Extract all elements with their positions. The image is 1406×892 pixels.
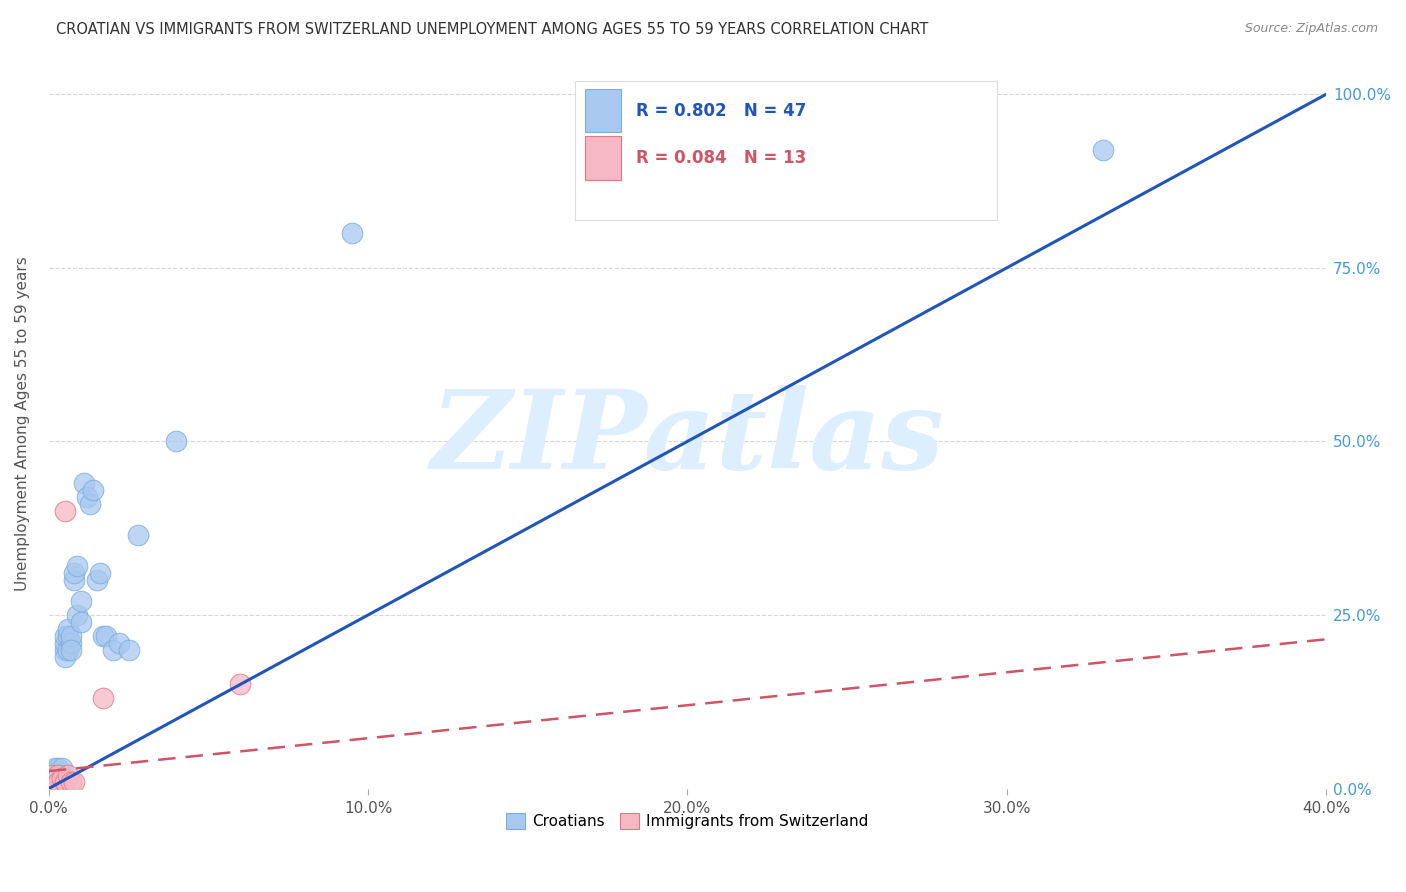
Point (41, 774, 63, 789)
Text: ZIPatlas: ZIPatlas (430, 384, 945, 492)
Point (53, 774, 76, 789)
Point (63, 566, 86, 581)
Point (166, 434, 188, 449)
Text: CROATIAN VS IMMIGRANTS FROM SWITZERLAND UNEMPLOYMENT AMONG AGES 55 TO 59 YEARS C: CROATIAN VS IMMIGRANTS FROM SWITZERLAND … (56, 22, 928, 37)
Point (340, 226, 363, 240)
Point (804, 87, 827, 102)
Point (46, 767, 69, 781)
Point (56, 629, 79, 643)
Point (53, 636, 76, 650)
Point (46, 761, 69, 775)
Point (41, 767, 63, 781)
Point (53, 642, 76, 657)
Point (86, 574, 108, 588)
Point (89, 566, 111, 581)
Point (96, 629, 118, 643)
Point (73, 476, 96, 491)
Point (63, 774, 86, 789)
Point (41, 767, 63, 781)
Point (46, 771, 69, 785)
Point (76, 490, 98, 504)
Point (44, 771, 66, 785)
Point (53, 629, 76, 643)
Point (51, 771, 73, 785)
Point (69, 594, 91, 608)
Point (41, 771, 63, 785)
Point (60, 636, 83, 650)
Point (44, 761, 66, 775)
Point (63, 574, 86, 588)
Point (101, 642, 124, 657)
Y-axis label: Unemployment Among Ages 55 to 59 years: Unemployment Among Ages 55 to 59 years (15, 257, 30, 591)
Point (56, 767, 79, 781)
Point (51, 774, 73, 789)
Point (60, 629, 83, 643)
Point (117, 642, 139, 657)
Point (51, 767, 73, 781)
FancyBboxPatch shape (585, 89, 621, 133)
Point (44, 774, 66, 789)
Point (44, 767, 66, 781)
Point (82, 483, 104, 497)
Point (66, 607, 89, 622)
Point (91, 691, 114, 706)
Point (127, 528, 149, 542)
Point (51, 761, 73, 775)
Text: Source: ZipAtlas.com: Source: ZipAtlas.com (1244, 22, 1378, 36)
Point (69, 615, 91, 629)
Point (53, 649, 76, 664)
Text: R = 0.084   N = 13: R = 0.084 N = 13 (637, 149, 807, 167)
FancyBboxPatch shape (575, 81, 997, 220)
FancyBboxPatch shape (585, 136, 621, 180)
Point (51, 771, 73, 785)
Text: R = 0.802   N = 47: R = 0.802 N = 47 (637, 102, 807, 120)
Point (229, 677, 252, 691)
Point (44, 774, 66, 789)
Point (108, 636, 131, 650)
Point (60, 774, 83, 789)
Point (56, 642, 79, 657)
Point (79, 497, 101, 511)
Point (60, 642, 83, 657)
Point (46, 774, 69, 789)
Point (91, 629, 114, 643)
Point (66, 559, 89, 574)
Point (46, 767, 69, 781)
Point (56, 622, 79, 636)
Legend: Croatians, Immigrants from Switzerland: Croatians, Immigrants from Switzerland (501, 807, 875, 836)
Point (41, 774, 63, 789)
Point (46, 774, 69, 789)
Point (1091, 143, 1114, 157)
Point (53, 504, 76, 518)
